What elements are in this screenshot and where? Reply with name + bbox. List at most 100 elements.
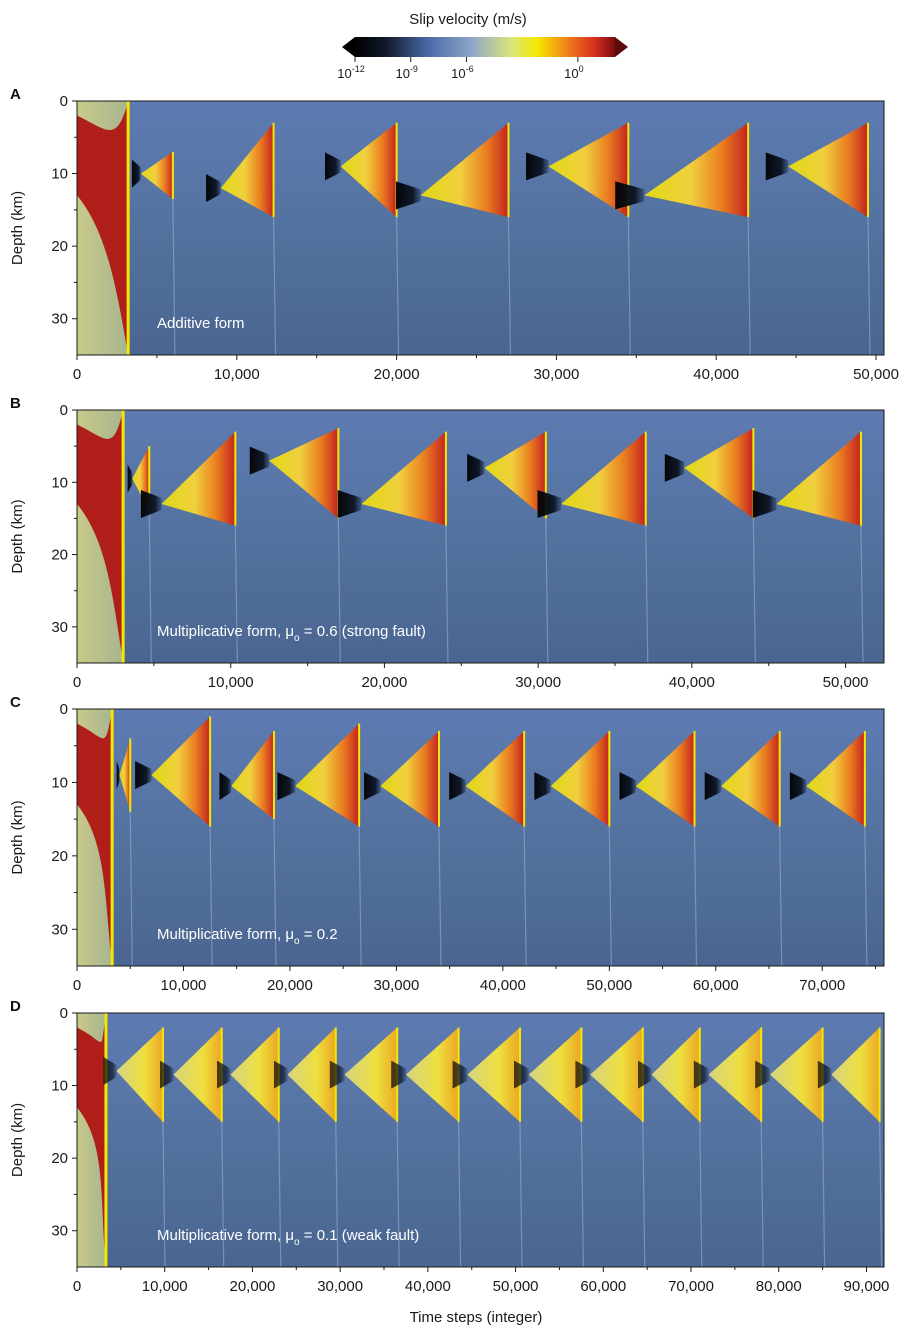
heatmap-area — [77, 1013, 884, 1267]
locked-zone — [364, 772, 381, 801]
afterslip-trace — [699, 1121, 703, 1267]
rupture-event — [693, 1027, 764, 1267]
afterslip-trace — [209, 826, 213, 966]
afterslip-trace — [396, 217, 400, 355]
rupture-wedge — [806, 731, 865, 827]
rupture-event — [219, 731, 277, 966]
rupture-event — [135, 716, 213, 966]
rupture-wedge — [561, 431, 646, 526]
x-tick-label: 40,000 — [693, 366, 739, 383]
y-tick-label: 0 — [60, 402, 68, 419]
locked-zone — [249, 446, 270, 475]
rupture-wedge — [269, 428, 339, 519]
x-tick-label: 0 — [73, 977, 81, 994]
locked-zone — [752, 489, 777, 518]
rupture-wedge — [340, 122, 397, 218]
locked-zone — [619, 772, 636, 801]
rupture-event — [140, 431, 238, 663]
rupture-wedge — [361, 431, 446, 526]
afterslip-trace — [779, 826, 783, 966]
x-tick-label: 30,000 — [533, 366, 579, 383]
locked-zone — [127, 464, 133, 493]
rupture-wedge — [231, 731, 274, 820]
locked-zone — [329, 1060, 345, 1089]
rupture-wedge — [590, 1027, 643, 1122]
rupture-wedge — [151, 716, 211, 827]
rupture-wedge — [644, 122, 749, 218]
rupture-wedge — [140, 151, 173, 199]
locked-zone — [615, 181, 645, 210]
rupture-wedge — [420, 122, 509, 218]
rupture-wedge — [528, 1027, 582, 1122]
rupture-event — [449, 731, 527, 966]
afterslip-trace — [545, 518, 549, 663]
afterslip-trace — [608, 826, 612, 966]
rupture-wedge — [776, 431, 861, 526]
rupture-wedge — [788, 122, 869, 218]
locked-zone — [337, 489, 362, 518]
x-tick-label: 80,000 — [756, 1278, 802, 1295]
x-tick-label: 30,000 — [373, 977, 419, 994]
locked-zone — [514, 1060, 529, 1089]
rupture-wedge — [220, 122, 274, 218]
rupture-wedge — [287, 1027, 336, 1122]
x-tick-label: 50,000 — [853, 366, 899, 383]
panel-annotation: Multiplicative form, μo = 0.2 — [157, 926, 338, 947]
rupture-event — [329, 1027, 400, 1267]
rupture-event — [364, 731, 442, 966]
x-tick-label: 0 — [73, 674, 81, 691]
afterslip-trace — [864, 826, 868, 966]
rupture-event — [789, 731, 868, 966]
locked-zone — [467, 453, 485, 482]
rupture-wedge — [548, 122, 629, 218]
locked-zone — [219, 772, 232, 801]
locked-zone — [449, 772, 466, 801]
rupture-wedge — [831, 1027, 880, 1122]
plot-frame — [76, 1012, 885, 1268]
y-tick-label: 30 — [51, 921, 68, 938]
locked-zone — [140, 489, 162, 518]
afterslip-trace — [273, 819, 277, 966]
rupture-event — [704, 731, 783, 966]
rupture-wedge — [550, 731, 610, 827]
colorbar-ticks: 10-12 10-9 10-6 100 — [337, 57, 584, 81]
x-tick-label: 60,000 — [693, 977, 739, 994]
rupture-event — [615, 122, 751, 355]
locked-zone — [274, 1060, 288, 1089]
afterslip-trace — [445, 525, 449, 663]
y-tick-label: 10 — [51, 1078, 68, 1095]
heatmap-area — [77, 101, 884, 355]
y-tick-label: 20 — [51, 1150, 68, 1167]
panel-d: D 0 10 20 30 Depth (km) 0 10,000 20,000 30,000 40,… — [9, 998, 889, 1295]
locked-zone — [206, 174, 221, 203]
x-tick-label: 40,000 — [480, 977, 526, 994]
afterslip-trace — [519, 1121, 523, 1267]
rupture-wedge — [116, 1027, 163, 1122]
colorbar-tick-label: 10-12 — [337, 64, 364, 81]
x-tick-label: 30,000 — [515, 674, 561, 691]
afterslip-trace — [580, 1121, 584, 1267]
x-tick-label: 90,000 — [844, 1278, 890, 1295]
rupture-wedge — [230, 1027, 279, 1122]
plot-frame — [76, 708, 885, 967]
y-tick-label: 0 — [60, 93, 68, 110]
rupture-wedge — [467, 1027, 520, 1122]
afterslip-trace — [760, 1121, 764, 1267]
afterslip-trace — [272, 217, 277, 355]
rupture-event — [249, 428, 341, 663]
panel-a: A 0 10 20 30 Depth (km) 0 10,000 20,000 30,000 40,… — [9, 86, 899, 383]
rupture-wedge — [344, 1027, 398, 1122]
x-tick-label: 40,000 — [669, 674, 715, 691]
locked-zone — [325, 152, 341, 181]
locked-zone — [391, 1060, 406, 1089]
panel-b: B 0 10 20 30 Depth (km) 0 10,000 20,000 30,000 40,… — [9, 395, 885, 691]
rupture-event — [337, 431, 449, 663]
x-tick-label: 60,000 — [580, 1278, 626, 1295]
afterslip-trace — [335, 1121, 339, 1267]
rupture-event — [619, 731, 698, 966]
afterslip-trace — [867, 217, 871, 355]
colorbar: Slip velocity (m/s) 10-12 10-9 10-6 100 — [337, 11, 628, 81]
locked-zone — [537, 489, 562, 518]
rupture-event — [277, 723, 362, 966]
plot-frame — [76, 409, 885, 664]
